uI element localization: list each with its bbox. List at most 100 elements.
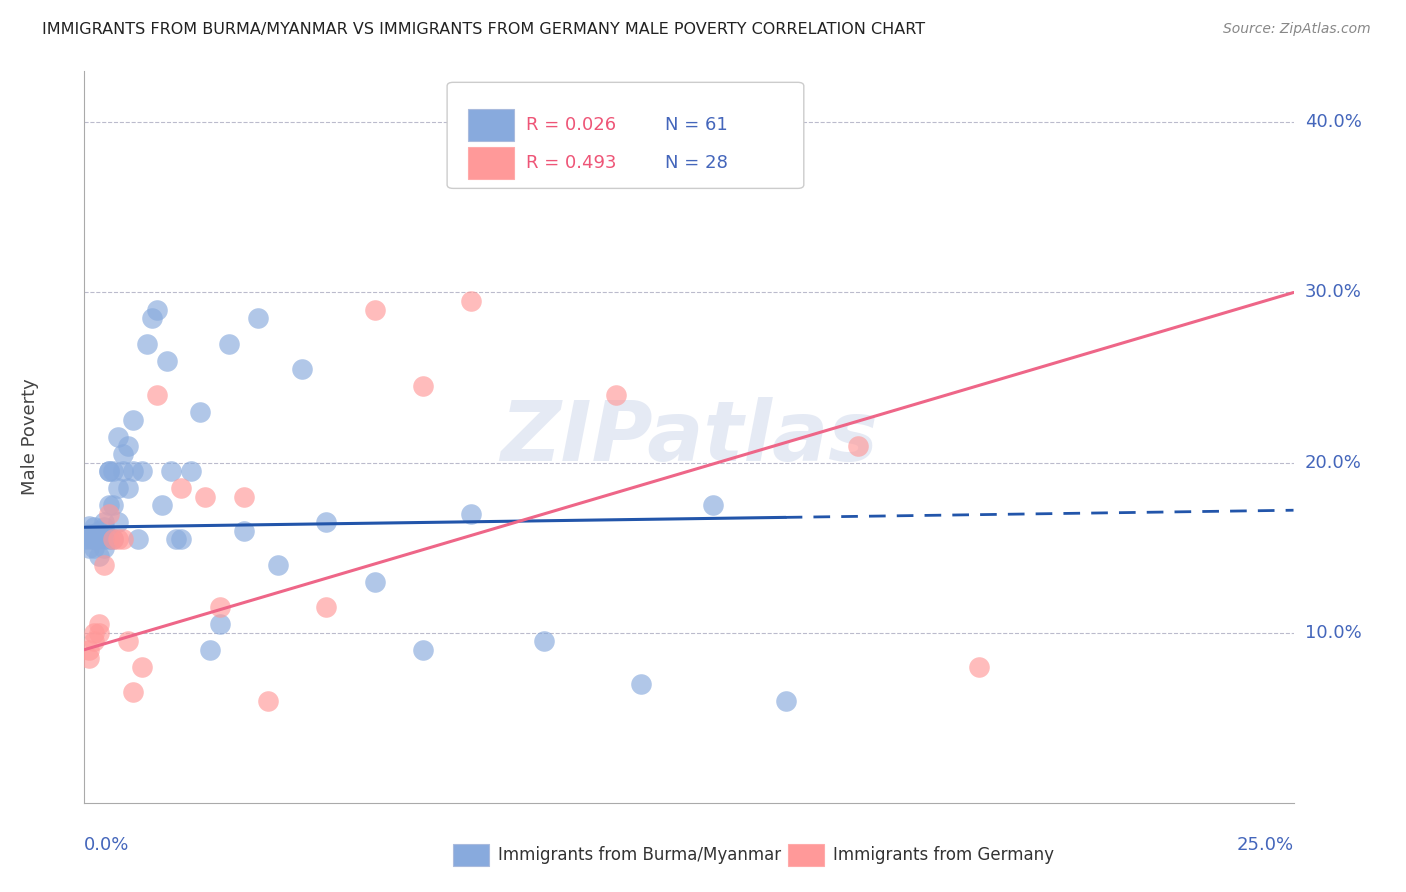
Point (233, 490, 256, 504)
Text: 30.0%: 30.0% (1305, 284, 1361, 301)
Point (103, 532, 125, 546)
Point (121, 413, 143, 427)
Point (83, 625, 105, 640)
Point (412, 642, 434, 657)
Point (846, 439, 869, 453)
Point (93, 541, 115, 555)
Point (87, 527, 110, 541)
Point (93, 532, 115, 546)
Point (107, 532, 129, 546)
Point (180, 464, 202, 478)
Bar (468, 109, 513, 141)
Text: N = 28: N = 28 (665, 153, 728, 172)
Point (702, 141, 724, 155)
Point (363, 574, 385, 589)
Text: R = 0.026: R = 0.026 (526, 116, 616, 134)
Point (87, 617, 110, 632)
Text: Source: ZipAtlas.com: Source: ZipAtlas.com (1223, 22, 1371, 37)
Point (87, 532, 110, 546)
Point (77, 642, 100, 657)
Point (117, 634, 139, 648)
Point (136, 336, 159, 351)
Point (363, 302, 385, 317)
Point (112, 464, 135, 478)
Point (460, 507, 482, 521)
Point (146, 302, 169, 317)
Point (141, 311, 163, 326)
Point (77, 651, 100, 665)
FancyBboxPatch shape (447, 82, 804, 188)
Bar (453, 845, 489, 866)
Point (103, 532, 125, 546)
Point (257, 694, 280, 708)
Point (967, 659, 990, 673)
Point (83, 634, 105, 648)
Point (107, 515, 129, 529)
Point (107, 481, 129, 495)
Text: 20.0%: 20.0% (1305, 454, 1361, 472)
Point (77, 527, 100, 541)
Point (112, 447, 135, 461)
Point (77, 532, 100, 546)
Point (83, 527, 105, 541)
Point (103, 464, 125, 478)
Text: 25.0%: 25.0% (1236, 836, 1294, 854)
Point (775, 694, 797, 708)
Text: N = 61: N = 61 (665, 116, 727, 134)
Bar (468, 146, 513, 179)
Point (702, 498, 724, 512)
Point (83, 520, 105, 534)
Point (77, 518, 100, 533)
Point (87, 625, 110, 640)
Point (93, 558, 115, 572)
Point (93, 515, 115, 529)
Text: Immigrants from Burma/Myanmar: Immigrants from Burma/Myanmar (498, 847, 780, 864)
Text: Immigrants from Germany: Immigrants from Germany (832, 847, 1054, 864)
Point (170, 481, 193, 495)
Point (107, 430, 129, 444)
Text: R = 0.493: R = 0.493 (526, 153, 616, 172)
Point (150, 498, 173, 512)
Point (103, 498, 125, 512)
Point (112, 532, 135, 546)
Text: 10.0%: 10.0% (1305, 624, 1361, 641)
Point (73, 532, 96, 546)
Point (97, 532, 120, 546)
Point (533, 634, 555, 648)
Text: ZIPatlas: ZIPatlas (501, 397, 877, 477)
Point (233, 524, 256, 538)
Point (460, 293, 482, 308)
Text: 0.0%: 0.0% (84, 836, 129, 854)
Point (630, 677, 652, 691)
Point (194, 490, 217, 504)
Point (131, 464, 153, 478)
Point (97, 507, 120, 521)
Point (315, 600, 337, 615)
Point (170, 532, 193, 546)
Point (77, 541, 100, 555)
Point (198, 642, 221, 657)
Point (267, 558, 290, 572)
Point (160, 464, 183, 478)
Point (121, 464, 143, 478)
Point (83, 541, 105, 555)
Point (218, 336, 240, 351)
Bar (789, 845, 824, 866)
Point (412, 379, 434, 393)
Text: Male Poverty: Male Poverty (21, 379, 39, 495)
Point (131, 659, 153, 673)
Point (291, 362, 314, 376)
Text: IMMIGRANTS FROM BURMA/MYANMAR VS IMMIGRANTS FROM GERMANY MALE POVERTY CORRELATIO: IMMIGRANTS FROM BURMA/MYANMAR VS IMMIGRA… (42, 22, 925, 37)
Point (155, 353, 177, 368)
Point (87, 524, 110, 538)
Point (97, 498, 120, 512)
Point (121, 685, 143, 699)
Point (97, 464, 120, 478)
Point (315, 515, 337, 529)
Text: 40.0%: 40.0% (1305, 113, 1361, 131)
Point (247, 311, 270, 326)
Point (190, 404, 212, 418)
Point (208, 600, 231, 615)
Point (83, 532, 105, 546)
Point (117, 481, 139, 495)
